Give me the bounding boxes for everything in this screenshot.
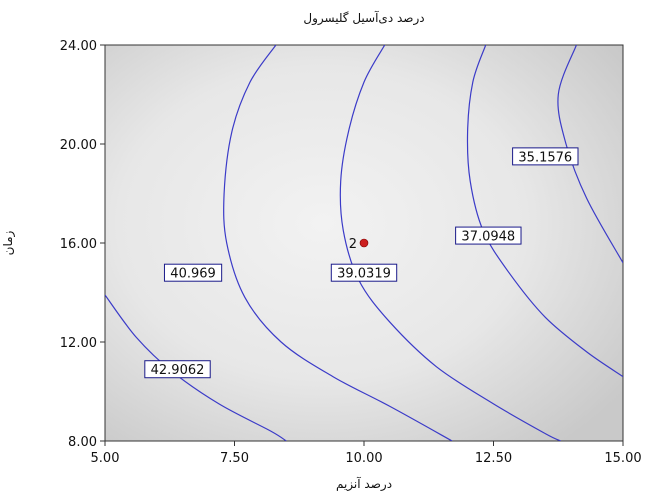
chart-title: درصد دی‌آسیل گلیسرول bbox=[303, 10, 424, 26]
contour-label: 39.0319 bbox=[330, 263, 398, 282]
contour-labels: 42.9062 40.969 39.0319 37.0948 35.1576 bbox=[144, 147, 579, 379]
x-axis-title: درصد آنزیم bbox=[336, 476, 392, 492]
contour-label-value: 35.1576 bbox=[518, 150, 572, 165]
y-axis-title: زمان bbox=[1, 230, 16, 255]
contour-label: 37.0948 bbox=[455, 226, 522, 245]
contour-label-value: 40.969 bbox=[170, 267, 216, 282]
contour-label: 35.1576 bbox=[512, 147, 579, 166]
contour-line bbox=[557, 45, 623, 264]
y-tick-label: 8.00 bbox=[68, 435, 97, 450]
x-tick-label: 5.00 bbox=[91, 451, 120, 466]
contour-label-box bbox=[512, 147, 579, 166]
y-tick-label: 24.00 bbox=[60, 39, 97, 54]
x-tick-label: 10.00 bbox=[345, 451, 382, 466]
y-axis-ticks: 8.00 12.00 16.00 20.00 24.00 bbox=[60, 39, 105, 450]
contour-label-value: 39.0319 bbox=[337, 267, 391, 282]
x-axis-ticks: 5.00 7.50 10.00 12.50 15.00 bbox=[91, 441, 642, 466]
design-points: 2 bbox=[349, 237, 369, 252]
x-tick-label: 15.00 bbox=[604, 451, 641, 466]
contour-label-box bbox=[330, 263, 398, 282]
contour-label-box bbox=[163, 263, 223, 282]
contour-line bbox=[105, 294, 287, 441]
contour-label: 40.969 bbox=[163, 263, 223, 282]
contour-label-value: 37.0948 bbox=[461, 230, 515, 245]
x-tick-label: 7.50 bbox=[220, 451, 249, 466]
contour-label-box bbox=[144, 360, 211, 379]
design-point bbox=[359, 238, 369, 248]
design-point-label: 2 bbox=[349, 237, 357, 252]
y-tick-label: 16.00 bbox=[60, 237, 97, 252]
y-tick-label: 12.00 bbox=[60, 336, 97, 351]
contour-line bbox=[223, 45, 453, 441]
contour-label: 42.9062 bbox=[144, 360, 211, 379]
y-tick-label: 20.00 bbox=[60, 138, 97, 153]
contour-label-box bbox=[455, 226, 522, 245]
contour-label-value: 42.9062 bbox=[151, 363, 205, 378]
x-tick-label: 12.50 bbox=[475, 451, 512, 466]
